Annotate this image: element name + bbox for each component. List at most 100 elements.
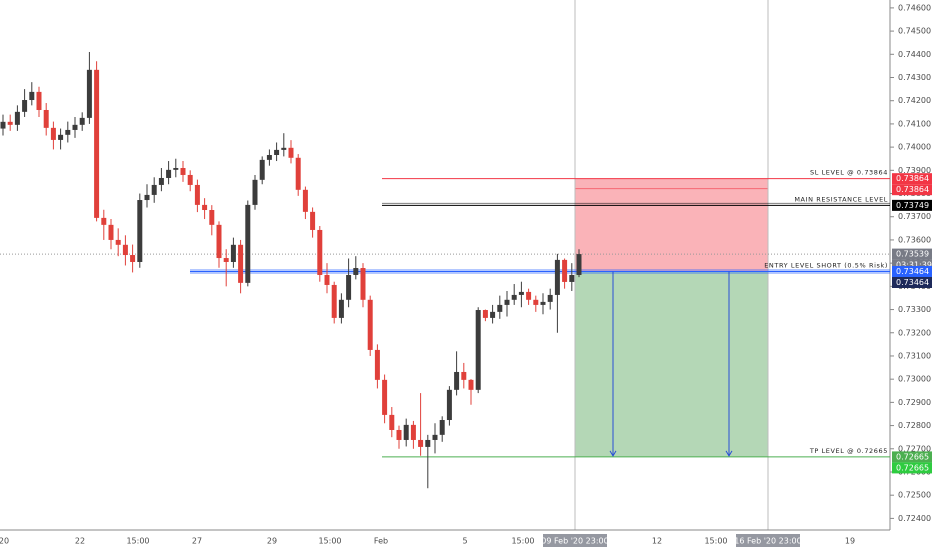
countdown-badge xyxy=(892,259,932,271)
candle-body xyxy=(137,200,143,262)
arrow-head xyxy=(725,450,733,457)
candle-body xyxy=(511,294,517,300)
candle xyxy=(151,177,157,203)
candle-body xyxy=(14,111,20,125)
candle xyxy=(14,105,20,131)
candle-body xyxy=(576,254,582,275)
candle-body xyxy=(216,224,222,259)
resistance-badge xyxy=(892,199,932,211)
time-badge-text: 09 Feb '20 23:00 xyxy=(541,537,608,546)
candle xyxy=(338,293,344,324)
x-tick-label: 20 xyxy=(0,537,9,546)
candle xyxy=(382,374,388,424)
candle-body xyxy=(475,310,481,390)
x-tick-label: 22 xyxy=(75,537,85,546)
candle xyxy=(108,219,114,250)
candle-body xyxy=(382,379,388,415)
candle xyxy=(331,281,337,324)
candle-body xyxy=(180,168,186,175)
y-tick-label: 0.73100 xyxy=(898,351,931,360)
x-tick-label: 15:00 xyxy=(511,537,534,546)
candle-body xyxy=(454,371,460,390)
candle-body xyxy=(569,274,575,282)
candle-body xyxy=(22,100,28,112)
candle xyxy=(403,418,409,447)
candle-body xyxy=(29,91,35,101)
candle xyxy=(360,263,366,308)
candle xyxy=(79,112,85,131)
candle-body xyxy=(482,310,488,318)
risk-zone xyxy=(575,178,768,272)
candle-body xyxy=(439,420,445,435)
candle xyxy=(252,174,258,210)
y-tick-label: 0.72800 xyxy=(898,421,931,430)
candle-body xyxy=(115,239,121,245)
candle-body xyxy=(374,349,380,380)
candle-body xyxy=(295,157,301,190)
x-tick-label: 15:00 xyxy=(126,537,149,546)
sl-badge-text: 0.73864 xyxy=(896,185,929,194)
candle xyxy=(115,228,121,257)
candle xyxy=(173,158,179,178)
candle-body xyxy=(252,179,258,205)
entry-badge xyxy=(892,265,932,277)
y-tick-label: 0.72900 xyxy=(898,398,931,407)
candle-body xyxy=(266,155,272,160)
candle-body xyxy=(259,159,265,180)
y-tick-label: 0.73600 xyxy=(898,235,931,244)
x-tick-label: Feb xyxy=(374,537,388,546)
candle xyxy=(7,114,13,131)
candle-body xyxy=(468,379,474,390)
candle-body xyxy=(504,299,510,305)
tp-badge xyxy=(892,462,932,474)
candle xyxy=(72,116,78,138)
last-price-badge-text: 0.73539 xyxy=(896,250,929,259)
candle xyxy=(482,309,488,322)
candle-body xyxy=(43,109,49,128)
candle xyxy=(58,128,64,150)
candle-body xyxy=(554,259,560,295)
candle xyxy=(230,237,236,268)
candle xyxy=(569,263,575,291)
candle-body xyxy=(223,258,229,262)
candle xyxy=(274,142,280,162)
candle xyxy=(310,207,316,238)
x-tick-label: 27 xyxy=(192,537,202,546)
candle xyxy=(158,168,164,192)
candle xyxy=(389,407,395,438)
candle-body xyxy=(194,184,200,205)
candle xyxy=(468,379,474,405)
y-tick-label: 0.74100 xyxy=(898,119,931,128)
last-price-badge xyxy=(892,248,932,260)
candle-body xyxy=(72,124,78,130)
candle-body xyxy=(389,414,395,430)
candle xyxy=(418,393,424,456)
candle-body xyxy=(245,204,251,283)
candle xyxy=(497,295,503,319)
y-tick-label: 0.73900 xyxy=(898,166,931,175)
candle-body xyxy=(0,121,6,129)
reward-zone xyxy=(575,271,768,457)
candle xyxy=(50,121,56,150)
candle-body xyxy=(86,69,92,118)
x-tick-label: 12 xyxy=(652,537,662,546)
candle-body xyxy=(310,211,316,230)
candle-body xyxy=(302,189,308,212)
candle-body xyxy=(274,149,280,156)
candle-body xyxy=(108,224,114,240)
x-tick-label: 15:00 xyxy=(318,537,341,546)
candle xyxy=(288,140,294,164)
candle xyxy=(65,121,71,143)
candle xyxy=(374,344,380,389)
candle-body xyxy=(497,304,503,312)
level-annotation: MAIN RESISTANCE LEVEL xyxy=(794,195,888,203)
candle xyxy=(29,82,35,106)
arrow-head xyxy=(609,450,617,457)
sl-badge-text: 0.73864 xyxy=(896,174,929,183)
candle xyxy=(194,179,200,213)
candle xyxy=(526,288,532,305)
candle xyxy=(209,205,215,236)
candle-body xyxy=(353,268,359,275)
candle xyxy=(137,193,143,268)
